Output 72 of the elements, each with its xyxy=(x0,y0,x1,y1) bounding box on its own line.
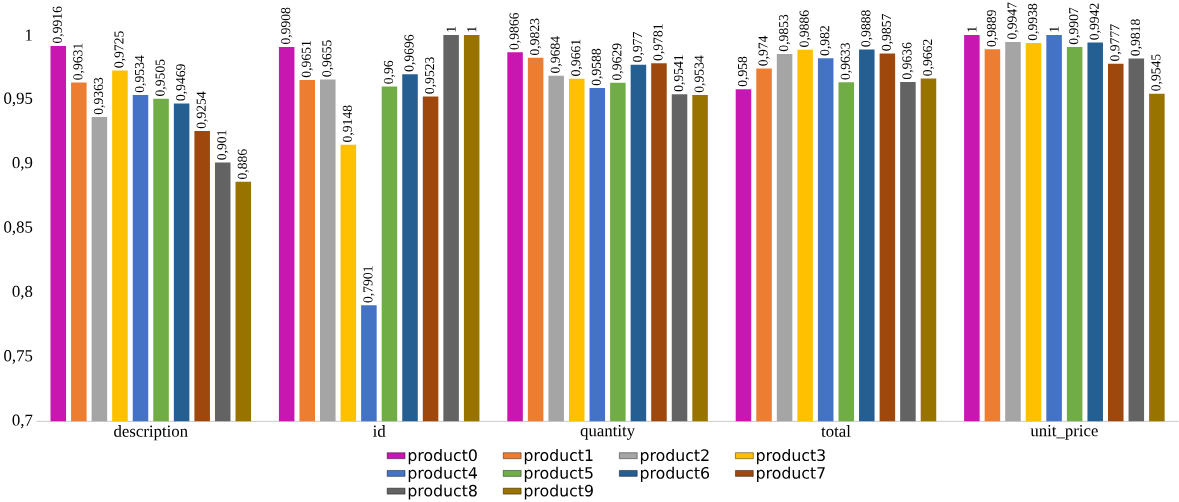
data-label: 0,9947 xyxy=(1007,2,1019,40)
data-label: 0,9942 xyxy=(1089,3,1101,40)
data-label: 0,9629 xyxy=(612,43,624,80)
legend-label: product8 xyxy=(408,484,477,500)
y-tick-label: 0,8 xyxy=(12,285,33,300)
legend-label: product5 xyxy=(524,466,593,482)
data-label: 0,9651 xyxy=(301,40,313,78)
data-label: 0,958 xyxy=(737,56,750,87)
y-tick-label: 0,7 xyxy=(12,414,33,429)
x-tick-label: quantity xyxy=(580,425,636,440)
data-label: 0,9823 xyxy=(530,18,542,55)
x-tick-label: unit_price xyxy=(1030,425,1098,440)
legend-label: product6 xyxy=(640,466,710,482)
data-label: 0,9725 xyxy=(114,31,126,68)
data-label: 0,9363 xyxy=(93,77,105,115)
data-label: 0,9684 xyxy=(550,36,562,73)
data-label: 1 xyxy=(1049,26,1059,32)
legend-label: product1 xyxy=(524,448,593,465)
legend-label: product0 xyxy=(408,448,477,465)
data-label: 0,9907 xyxy=(1069,7,1081,45)
data-label: 0,9505 xyxy=(155,59,167,96)
data-label: 0,96 xyxy=(383,60,396,84)
data-label: 0,9662 xyxy=(922,39,935,76)
data-label: 0,9534 xyxy=(694,55,706,93)
legend-label: product4 xyxy=(408,466,477,482)
data-label: 0,9541 xyxy=(673,55,686,92)
y-tick-label: 1 xyxy=(25,29,32,41)
data-label: 0,9588 xyxy=(591,48,603,86)
data-label: 0,9631 xyxy=(73,43,85,80)
y-tick-label: 0,9 xyxy=(12,156,33,171)
legend-label: product2 xyxy=(640,448,709,465)
data-label: 0,9655 xyxy=(322,40,334,77)
data-label: 0,886 xyxy=(237,149,249,179)
y-tick-label: 0,95 xyxy=(4,92,33,107)
data-label: 0,9254 xyxy=(196,91,208,129)
x-tick-label: description xyxy=(114,425,188,441)
data-label: 0,7901 xyxy=(363,266,375,303)
data-label: 0,9908 xyxy=(281,7,293,45)
data-label: 0,9661 xyxy=(571,39,583,76)
data-label: 0,9534 xyxy=(134,55,147,93)
legend-label: product7 xyxy=(757,466,825,482)
data-label: 0,9545 xyxy=(1151,54,1163,91)
x-tick-label: id xyxy=(373,425,386,437)
data-label: 1 xyxy=(446,26,456,32)
data-label: 0,9888 xyxy=(861,10,873,47)
data-label: 0,9636 xyxy=(902,42,914,80)
data-label: 0,9857 xyxy=(881,14,893,51)
data-label: 1 xyxy=(467,26,477,32)
data-label: 0,9148 xyxy=(342,105,354,142)
y-tick-label: 0,85 xyxy=(4,221,33,236)
x-tick-label: total xyxy=(821,425,851,437)
data-label: 0,9777 xyxy=(1110,24,1122,61)
y-tick-label: 0,75 xyxy=(4,350,33,364)
data-label: 0,9696 xyxy=(404,34,416,72)
legend-label: product9 xyxy=(524,484,593,500)
data-label: 0,9938 xyxy=(1027,3,1040,41)
data-label: 0,9469 xyxy=(176,64,188,101)
data-label: 0,977 xyxy=(632,32,644,62)
legend-label: product3 xyxy=(757,448,825,465)
data-label: 0,9853 xyxy=(779,14,791,52)
data-label: 0,9781 xyxy=(653,24,665,61)
data-label: 0,9523 xyxy=(424,57,437,94)
data-label: 0,9633 xyxy=(840,43,852,80)
data-label: 1 xyxy=(967,26,977,32)
data-label: 0,9889 xyxy=(986,10,999,47)
data-label: 0,982 xyxy=(820,25,832,56)
data-label: 0,901 xyxy=(217,130,229,160)
data-label: 0,9866 xyxy=(509,12,521,50)
data-label: 0,9916 xyxy=(52,6,64,43)
data-label: 0,974 xyxy=(758,35,770,66)
data-label: 0,9886 xyxy=(799,10,811,47)
data-label: 0,9818 xyxy=(1130,19,1142,56)
